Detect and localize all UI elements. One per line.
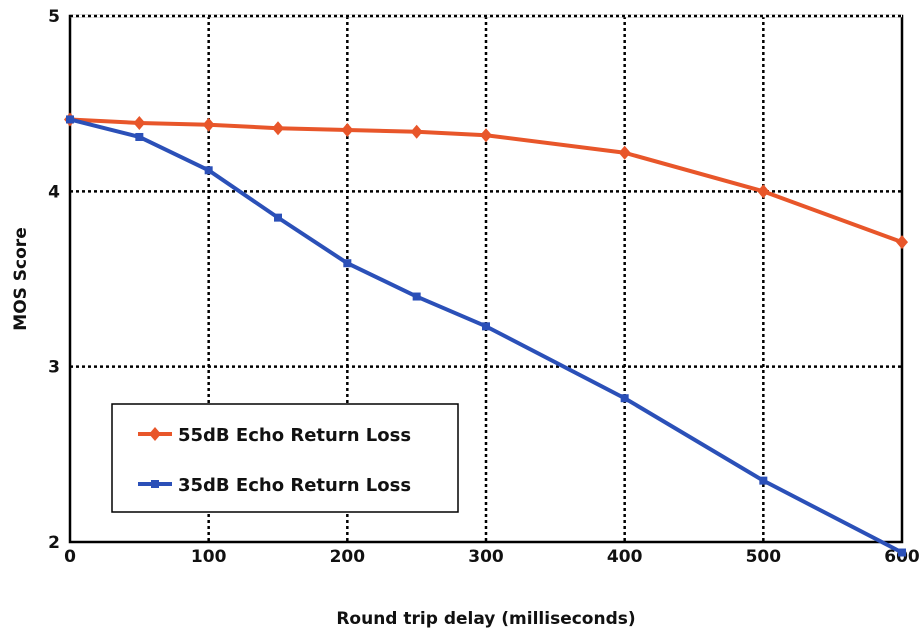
data-point — [204, 166, 213, 175]
x-tick-label: 400 — [607, 547, 643, 567]
legend-items: 55dB Echo Return Loss 35dB Echo Return Lo… — [138, 425, 411, 496]
data-point — [343, 259, 352, 268]
y-axis-title: MOS Score — [11, 227, 31, 330]
x-tick-label: 100 — [191, 547, 227, 567]
data-point — [412, 292, 421, 301]
x-tick-label: 0 — [64, 547, 76, 567]
data-point — [898, 548, 906, 557]
data-point — [757, 184, 770, 199]
data-point — [272, 121, 284, 136]
legend-swatch-marker — [151, 480, 159, 488]
x-tick-label: 600 — [884, 547, 920, 567]
y-tick-label: 4 — [48, 182, 60, 202]
data-point — [66, 115, 74, 124]
data-point — [480, 128, 492, 143]
x-axis-title: Round trip delay (milliseconds) — [336, 609, 635, 629]
series-2 — [66, 115, 906, 557]
x-axis-ticks: 0 100 200 300 400 500 600 — [64, 547, 920, 567]
data-point — [482, 322, 490, 331]
data-point — [202, 117, 215, 132]
data-point — [410, 124, 423, 139]
legend-swatch-marker — [149, 427, 161, 441]
legend-label: 55dB Echo Return Loss — [178, 425, 411, 446]
legend-label: 35dB Echo Return Loss — [178, 475, 411, 496]
data-point — [759, 476, 768, 485]
data-point — [341, 122, 354, 137]
data-point — [274, 213, 282, 222]
data-point — [620, 394, 629, 403]
data-point — [133, 115, 146, 130]
series-line — [69, 117, 903, 555]
series-layer — [64, 112, 908, 557]
y-tick-label: 2 — [48, 533, 60, 553]
legend: 55dB Echo Return Loss 35dB Echo Return Lo… — [111, 403, 459, 513]
x-tick-label: 500 — [746, 547, 782, 567]
y-tick-label: 5 — [48, 7, 60, 27]
y-axis-ticks: 2 3 4 5 — [48, 7, 60, 553]
series-line — [69, 117, 903, 245]
x-tick-label: 200 — [330, 547, 366, 567]
data-point — [135, 132, 144, 141]
data-point — [618, 145, 631, 160]
legend-box — [111, 403, 459, 513]
y-tick-label: 3 — [48, 358, 60, 378]
data-point — [896, 235, 908, 250]
x-tick-label: 300 — [468, 547, 504, 567]
